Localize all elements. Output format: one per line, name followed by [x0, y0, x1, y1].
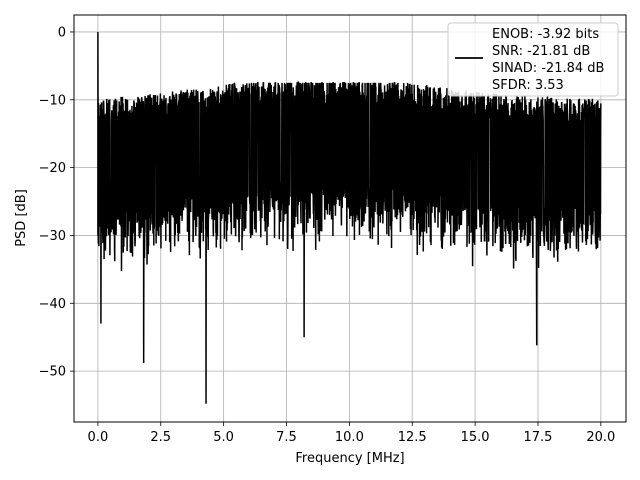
x-tick-label: 20.0 — [586, 430, 615, 445]
legend: ENOB: -3.92 bits SNR: -21.81 dB SINAD: -… — [447, 22, 619, 97]
y-tick-label: −40 — [39, 297, 66, 312]
legend-box — [447, 22, 619, 97]
psd-series-line — [97, 31, 602, 404]
legend-entry-sinad: SINAD: -21.84 dB — [492, 61, 604, 76]
y-tick-label: −20 — [39, 161, 66, 176]
x-tick-label: 0.0 — [88, 430, 109, 445]
legend-entry-snr: SNR: -21.81 dB — [492, 44, 590, 59]
x-tick-label: 5.0 — [213, 430, 234, 445]
plot-area — [97, 31, 602, 404]
legend-entry-sfdr: SFDR: 3.53 — [492, 78, 564, 93]
x-axis-label: Frequency [MHz] — [295, 451, 404, 466]
x-tick-label: 10.0 — [335, 430, 364, 445]
y-tick-label: 0 — [58, 25, 66, 40]
y-axis-ticks: 0 −10 −20 −30 −40 −50 — [39, 25, 74, 380]
legend-entry-enob: ENOB: -3.92 bits — [492, 27, 599, 42]
x-axis-ticks: 0.0 2.5 5.0 7.5 10.0 12.5 15.0 17.5 20.0 — [88, 422, 615, 445]
axes-frame — [73, 14, 627, 423]
y-tick-label: −10 — [39, 93, 66, 108]
x-tick-label: 2.5 — [150, 430, 171, 445]
y-tick-label: −30 — [39, 229, 66, 244]
x-tick-label: 7.5 — [276, 430, 297, 445]
y-tick-label: −50 — [39, 365, 66, 380]
x-tick-label: 15.0 — [461, 430, 490, 445]
y-axis-label: PSD [dB] — [14, 189, 29, 247]
x-tick-label: 17.5 — [524, 430, 553, 445]
x-tick-label: 12.5 — [398, 430, 427, 445]
